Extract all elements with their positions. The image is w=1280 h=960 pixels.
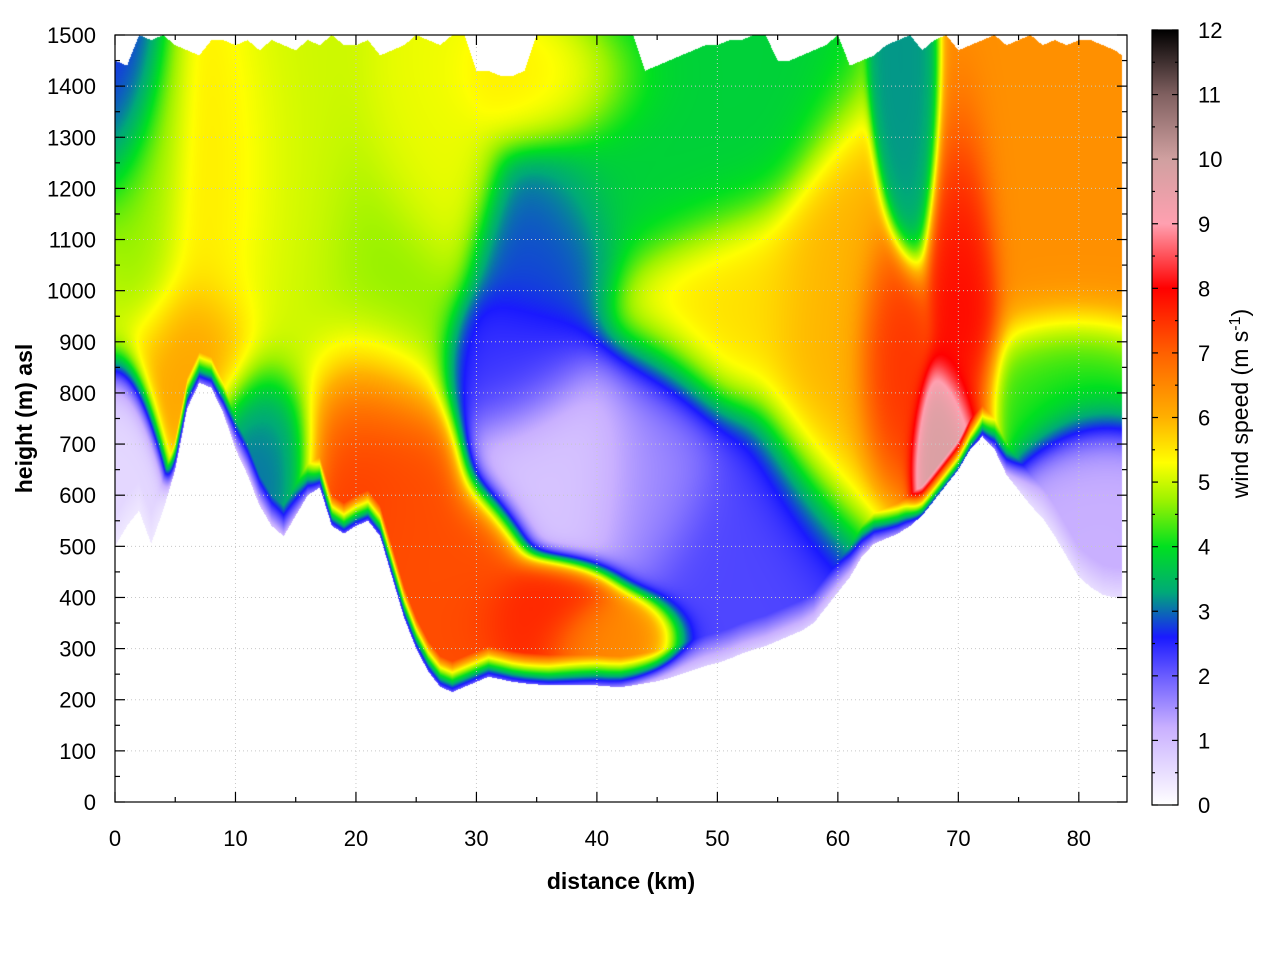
colorbar-title-main: wind speed (m s — [1227, 331, 1253, 499]
wind-field-raster — [115, 35, 1127, 802]
y-tick-label: 200 — [59, 688, 96, 713]
y-tick-label: 300 — [59, 637, 96, 662]
x-tick-label: 50 — [705, 826, 729, 851]
colorbar-tick-label: 12 — [1198, 18, 1222, 43]
x-tick-label: 60 — [826, 826, 850, 851]
y-tick-label: 1000 — [47, 279, 96, 304]
x-tick-label: 20 — [344, 826, 368, 851]
colorbar-tick-label: 10 — [1198, 147, 1222, 172]
y-tick-label: 900 — [59, 330, 96, 355]
y-tick-label: 700 — [59, 432, 96, 457]
y-tick-label: 1400 — [47, 74, 96, 99]
y-tick-label: 800 — [59, 381, 96, 406]
x-tick-label: 40 — [585, 826, 609, 851]
x-tick-label: 0 — [109, 826, 121, 851]
colorbar-tick-label: 3 — [1198, 599, 1210, 624]
colorbar-tick-label: 11 — [1198, 83, 1221, 108]
y-tick-label: 1200 — [47, 176, 96, 201]
colorbar-tick-label: 1 — [1198, 728, 1210, 753]
y-tick-label: 600 — [59, 483, 96, 508]
x-tick-label: 70 — [946, 826, 970, 851]
grid — [115, 35, 1127, 802]
y-tick-label: 1100 — [49, 228, 96, 253]
colorbar-title: wind speed (m s-1) — [1227, 309, 1254, 499]
y-tick-label: 100 — [59, 739, 96, 764]
colorbar-title-close: ) — [1227, 309, 1253, 317]
colorbar-tick-label: 6 — [1198, 406, 1210, 431]
colorbar-tick-label: 8 — [1198, 276, 1210, 301]
colorbar-tick-label: 4 — [1198, 535, 1210, 560]
y-tick-label: 500 — [59, 534, 96, 559]
y-tick-label: 1300 — [47, 125, 96, 150]
wind-field — [115, 35, 1127, 802]
x-axis: 0 10 20 30 40 50 60 70 80 — [109, 35, 1091, 851]
colorbar-tick-label: 2 — [1198, 664, 1210, 689]
y-axis-title: height (m) asl — [11, 344, 37, 494]
colorbar-tick-label: 5 — [1198, 470, 1210, 495]
colorbar-title-sup: -1 — [1227, 316, 1244, 330]
x-axis-title: distance (km) — [547, 868, 695, 894]
y-tick-label: 0 — [84, 790, 96, 815]
colorbar-tick-label: 7 — [1198, 341, 1210, 366]
y-axis: 0 100 200 300 400 500 600 700 800 900 1000 1100 1200… — [47, 23, 1127, 815]
colorbar-tick-label: 0 — [1198, 793, 1210, 818]
y-tick-label: 1500 — [47, 23, 96, 48]
x-tick-label: 30 — [464, 826, 488, 851]
y-tick-label: 400 — [59, 585, 96, 610]
x-tick-label: 80 — [1067, 826, 1091, 851]
x-tick-label: 10 — [223, 826, 247, 851]
colorbar-tick-label: 9 — [1198, 212, 1210, 237]
